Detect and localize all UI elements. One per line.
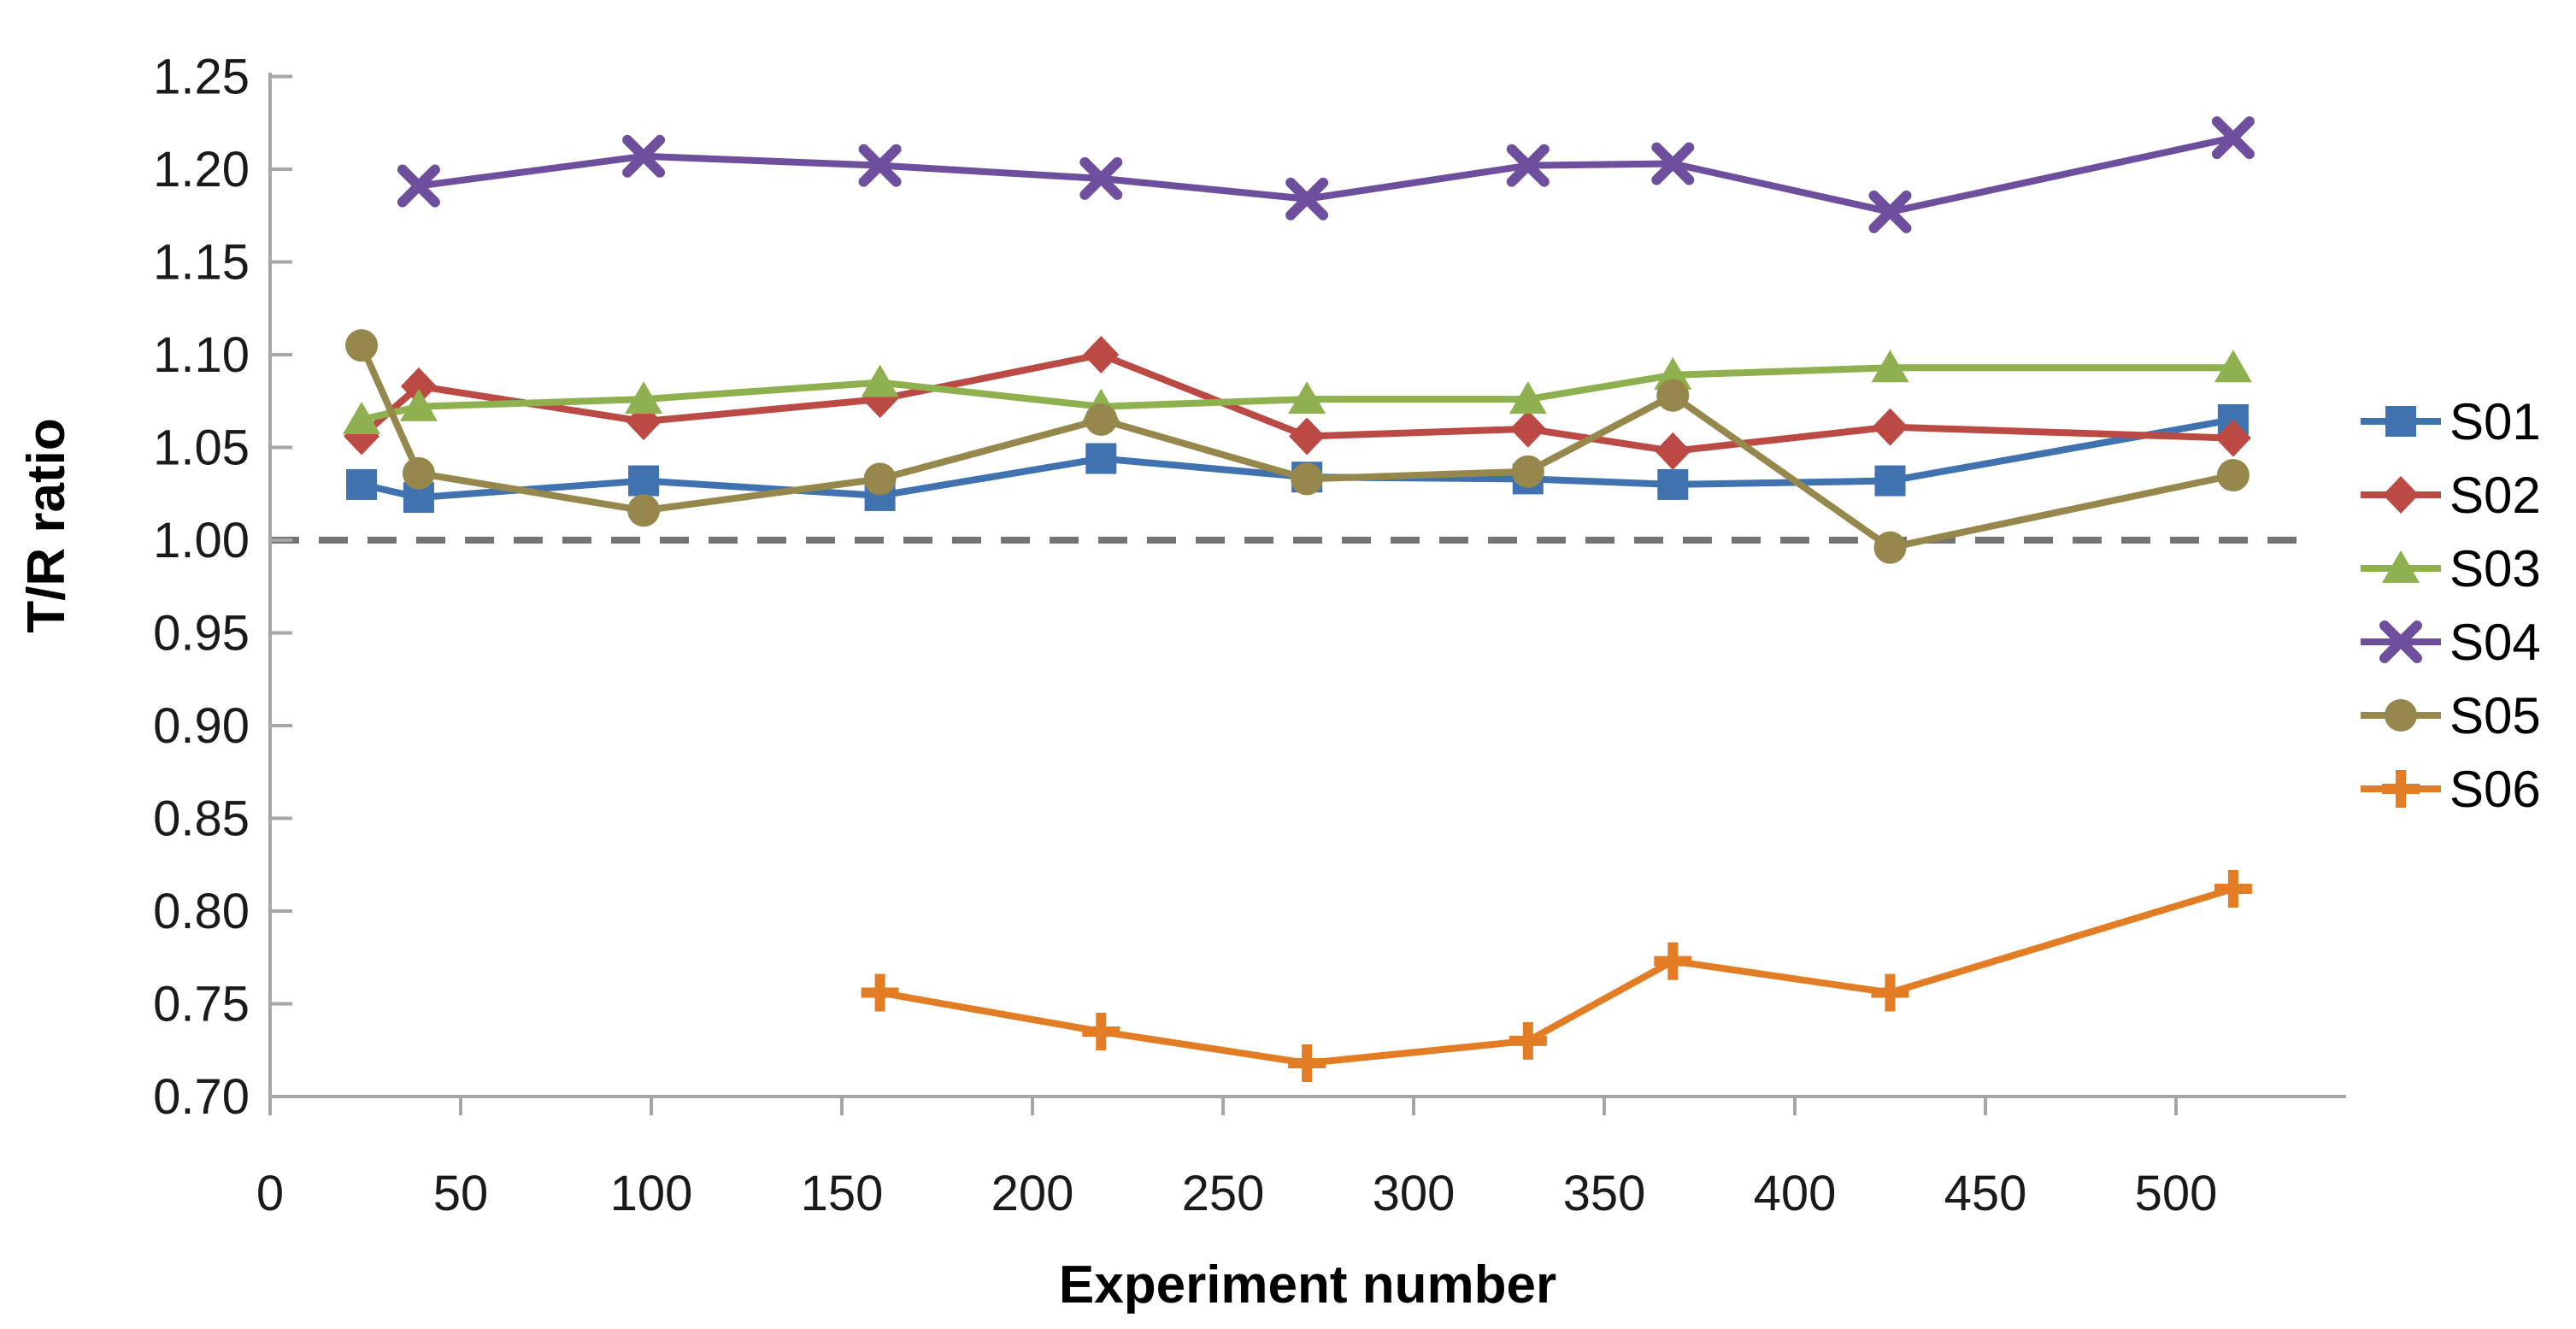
y-tick-label: 0.85: [153, 791, 250, 847]
marker-S04: [1868, 190, 1912, 233]
marker-S04: [1285, 177, 1329, 221]
marker-S05: [1873, 531, 1907, 564]
y-tick-label: 1.05: [153, 420, 250, 476]
y-tick-label: 1.25: [153, 50, 250, 105]
marker-S02: [1289, 417, 1326, 456]
y-tick-label: 1.15: [153, 235, 250, 291]
marker-S02: [1872, 408, 1908, 446]
series-line-S03: [358, 364, 2237, 423]
legend-marker-S05: [2385, 699, 2417, 732]
marker-S06: [1288, 1044, 1326, 1082]
marker-S05: [2216, 459, 2250, 492]
marker-S06: [1082, 1013, 1120, 1051]
legend-label-S01: S01: [2450, 393, 2541, 450]
marker-S01: [1874, 465, 1906, 497]
marker-S03: [399, 388, 438, 421]
x-tick-label: 250: [1182, 1166, 1265, 1221]
marker-S06: [1509, 1021, 1547, 1060]
legend-label-S03: S03: [2450, 540, 2541, 597]
legend-marker-S02: [2383, 476, 2419, 514]
marker-S06: [2214, 869, 2252, 908]
x-tick-label: 50: [433, 1166, 489, 1221]
marker-S03: [1288, 381, 1326, 415]
x-tick-label: 0: [256, 1166, 284, 1221]
y-axis-title: T/R ratio: [17, 418, 76, 632]
marker-S03: [1654, 356, 1692, 390]
marker-S02: [1509, 409, 1546, 448]
marker-S05: [345, 329, 379, 362]
x-tick-label: 100: [610, 1166, 693, 1221]
marker-S05: [1511, 455, 1544, 488]
marker-S03: [2214, 350, 2252, 383]
marker-S05: [1656, 379, 1690, 412]
series-line-S04: [415, 134, 2237, 215]
marker-S04: [2211, 116, 2255, 160]
marker-S04: [1651, 142, 1695, 185]
x-tick-label: 400: [1754, 1166, 1837, 1221]
marker-S04: [622, 134, 666, 178]
series-line-S06: [876, 885, 2237, 1067]
legend-label-S06: S06: [2450, 761, 2541, 818]
marker-S04: [858, 144, 902, 187]
marker-S01: [628, 465, 660, 497]
x-axis-title: Experiment number: [1059, 1255, 1556, 1314]
y-tick-label: 1.10: [153, 327, 250, 383]
legend-label-S04: S04: [2450, 614, 2541, 671]
marker-S04: [1506, 144, 1550, 187]
marker-S06: [1871, 973, 1909, 1012]
legend-marker-S04: [2379, 620, 2422, 663]
marker-S06: [1654, 942, 1692, 980]
y-tick-label: 0.75: [153, 977, 250, 1032]
marker-S01: [1085, 443, 1117, 474]
marker-S05: [1291, 462, 1324, 496]
marker-S02: [400, 367, 437, 405]
legend-marker-S03: [2382, 550, 2420, 583]
marker-S05: [402, 456, 435, 490]
marker-S04: [1079, 156, 1123, 200]
legend-label-S05: S05: [2450, 687, 2541, 744]
x-tick-label: 300: [1373, 1166, 1456, 1221]
y-tick-label: 0.90: [153, 698, 250, 754]
marker-S03: [1871, 350, 1909, 383]
marker-S01: [346, 468, 378, 500]
x-tick-label: 150: [801, 1166, 884, 1221]
marker-S03: [625, 381, 663, 415]
x-tick-label: 350: [1563, 1166, 1646, 1221]
x-tick-label: 200: [991, 1166, 1074, 1221]
marker-S05: [863, 462, 897, 496]
series-line-S05: [358, 342, 2237, 551]
marker-S05: [1085, 403, 1118, 436]
x-tick-label: 500: [2135, 1166, 2218, 1221]
legend-marker-S01: [2385, 406, 2416, 437]
y-tick-label: 0.80: [153, 884, 250, 939]
marker-S03: [861, 364, 899, 397]
x-tick-label: 450: [1944, 1166, 2027, 1221]
marker-S01: [1657, 468, 1689, 500]
marker-S02: [1655, 432, 1691, 470]
y-tick-label: 0.70: [153, 1069, 250, 1125]
marker-S06: [861, 973, 899, 1012]
marker-S04: [397, 164, 440, 208]
marker-S03: [343, 401, 381, 434]
y-tick-label: 1.20: [153, 142, 250, 197]
y-tick-label: 1.00: [153, 513, 250, 568]
legend-label-S02: S02: [2450, 467, 2541, 524]
legend-marker-S06: [2382, 770, 2420, 808]
marker-S02: [1083, 336, 1120, 373]
marker-S02: [2214, 419, 2251, 457]
marker-S05: [627, 494, 661, 527]
marker-S03: [1509, 381, 1547, 415]
y-tick-label: 0.95: [153, 606, 250, 662]
